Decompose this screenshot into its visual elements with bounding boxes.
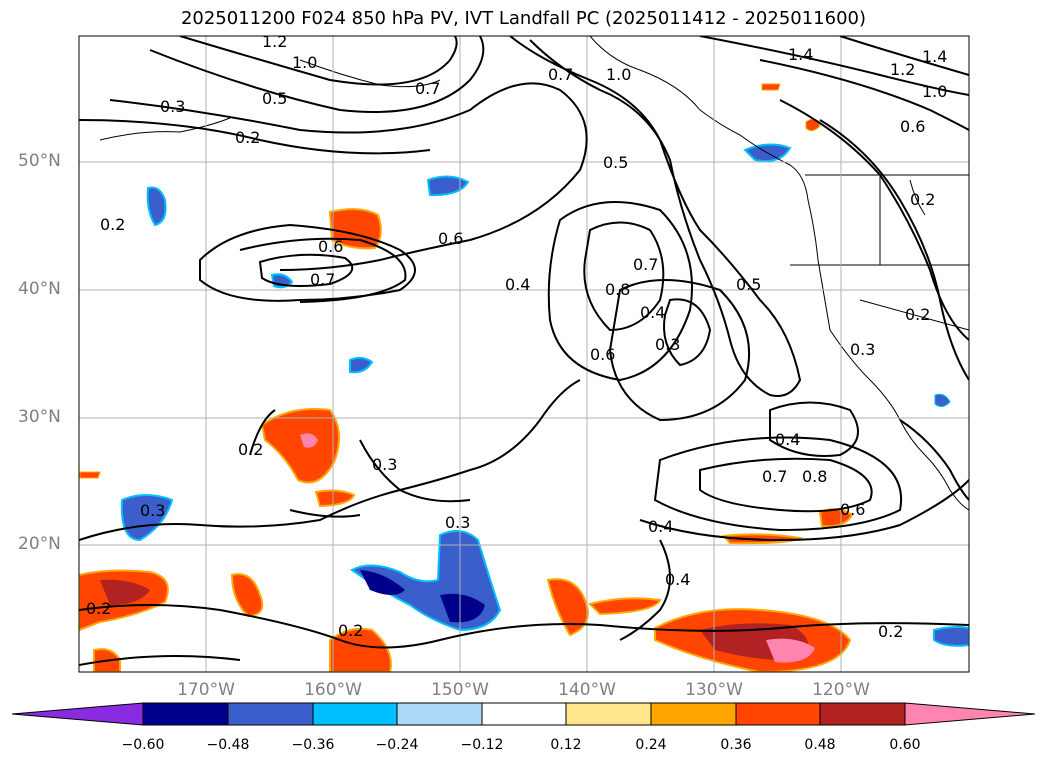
- contour-label: 0.4: [505, 275, 530, 294]
- contour-label: 0.4: [775, 430, 800, 449]
- contour-label: 0.4: [648, 517, 673, 536]
- colorbar-tick: 0.60: [889, 737, 921, 753]
- contour-label: 0.2: [86, 599, 111, 618]
- contour-label: 0.6: [900, 117, 925, 136]
- contour-label: 1.0: [606, 65, 631, 84]
- contour-label: 0.7: [633, 255, 658, 274]
- contour-label: 0.2: [100, 215, 125, 234]
- contour-label: 0.6: [318, 237, 343, 256]
- contour-label: 0.7: [548, 65, 573, 84]
- colorbar-tick: −0.60: [121, 737, 165, 753]
- contour-label: 1.4: [922, 47, 947, 66]
- contour-label: 0.3: [160, 97, 185, 116]
- contour-label: 0.4: [640, 303, 665, 322]
- contour-label: 1.0: [922, 82, 947, 101]
- contour-label: 0.2: [238, 440, 263, 459]
- contour-label: 0.3: [655, 335, 680, 354]
- lat-label: 50°N: [18, 151, 61, 171]
- colorbar-under: [11, 702, 144, 726]
- colorbar-bin: [565, 702, 652, 726]
- lon-label: 140°W: [558, 680, 616, 700]
- contour-label: 0.3: [140, 501, 165, 520]
- map-frame: [78, 35, 970, 673]
- colorbar-bin: [312, 702, 398, 726]
- colorbar-tick: 0.12: [550, 737, 582, 753]
- map-panel: 1.2 1.0 0.3 0.2 0.5 0.7 0.2 0.6 0.7 0.6 …: [79, 32, 969, 672]
- contour-label: 0.7: [310, 270, 335, 289]
- contour-label: 0.3: [850, 340, 875, 359]
- colorbar-tick: 0.36: [720, 737, 752, 753]
- lat-label: 30°N: [18, 407, 61, 427]
- ivt-contours: [79, 36, 969, 666]
- contour-label: 0.2: [338, 621, 363, 640]
- colorbar-bin: [227, 702, 314, 726]
- contour-label: 0.5: [262, 89, 287, 108]
- contour-label: 0.7: [762, 467, 787, 486]
- colorbar-tick: −0.48: [206, 737, 250, 753]
- contour-label: 1.0: [292, 53, 317, 72]
- lat-label: 40°N: [18, 279, 61, 299]
- contour-label: 0.2: [878, 622, 903, 641]
- colorbar-tick: −0.24: [375, 737, 419, 753]
- contour-label: 0.6: [438, 229, 463, 248]
- colorbar: [11, 702, 1036, 726]
- graticule: [79, 36, 969, 672]
- contour-label: 0.4: [665, 570, 690, 589]
- pv-shading: [79, 83, 969, 672]
- colorbar-tick: −0.12: [460, 737, 504, 753]
- colorbar-over: [904, 702, 1036, 726]
- contour-label: 0.2: [905, 305, 930, 324]
- colorbar-tick: 0.24: [635, 737, 667, 753]
- lat-label: 20°N: [18, 534, 61, 554]
- lon-label: 150°W: [431, 680, 489, 700]
- map-title: 2025011200 F024 850 hPa PV, IVT Landfall…: [180, 8, 867, 29]
- contour-label: 0.3: [372, 455, 397, 474]
- contour-label: 0.7: [415, 79, 440, 98]
- contour-label: 0.2: [235, 128, 260, 147]
- lon-label: 130°W: [685, 680, 743, 700]
- contour-label: 0.5: [736, 275, 761, 294]
- contour-label: 1.2: [262, 32, 287, 51]
- contour-label: 0.5: [603, 153, 628, 172]
- contour-label: 0.8: [605, 280, 630, 299]
- contour-label: 0.2: [910, 190, 935, 209]
- lon-label: 120°W: [812, 680, 870, 700]
- colorbar-tick: −0.36: [291, 737, 335, 753]
- contour-label: 0.6: [840, 500, 865, 519]
- colorbar-bin: [735, 702, 821, 726]
- colorbar-bin: [142, 702, 229, 726]
- contour-labels: 1.2 1.0 0.3 0.2 0.5 0.7 0.2 0.6 0.7 0.6 …: [86, 32, 947, 641]
- contour-label: 0.8: [802, 467, 827, 486]
- contour-label: 1.2: [890, 60, 915, 79]
- contour-label: 1.4: [788, 45, 813, 64]
- colorbar-bin: [819, 702, 906, 726]
- contour-label: 0.3: [445, 513, 470, 532]
- colorbar-tick: 0.48: [804, 737, 836, 753]
- colorbar-bin: [650, 702, 737, 726]
- colorbar-bin: [481, 702, 567, 726]
- colorbar-bin: [396, 702, 483, 726]
- lon-label: 170°W: [177, 680, 235, 700]
- contour-label: 0.6: [590, 345, 615, 364]
- lon-label: 160°W: [304, 680, 362, 700]
